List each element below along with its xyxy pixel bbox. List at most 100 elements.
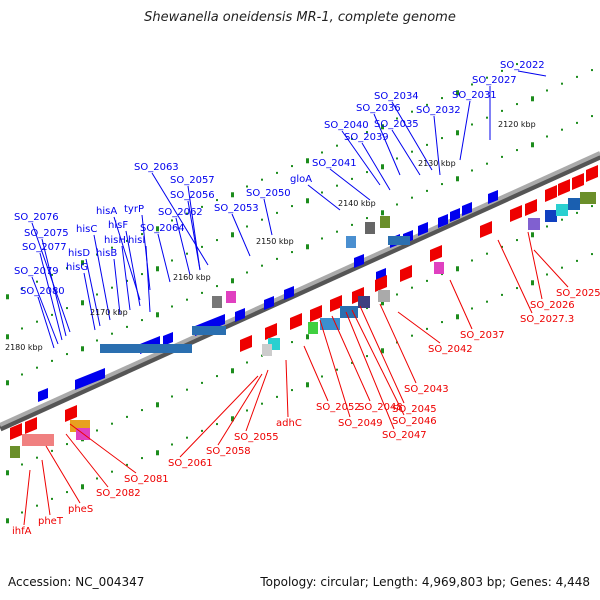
- label-leader: [179, 375, 259, 458]
- track-dot: [546, 89, 548, 92]
- label-leader: [497, 239, 533, 314]
- forward-gene-label: SO_2027: [472, 75, 517, 86]
- track-dot: [531, 142, 534, 148]
- label-leader: [231, 213, 251, 257]
- track-dot: [66, 353, 68, 356]
- label-leader: [517, 70, 547, 77]
- track-dot: [486, 300, 488, 303]
- track-dot: [6, 334, 9, 340]
- track-dot: [96, 339, 98, 342]
- forward-gene-label: hisB: [96, 248, 117, 259]
- label-leader: [397, 311, 441, 344]
- track-dot: [366, 355, 368, 358]
- track-dot: [321, 375, 323, 378]
- track-dot: [51, 273, 53, 276]
- track-dot: [471, 259, 473, 262]
- forward-gene-arrow: [354, 254, 364, 268]
- gene-block: [568, 198, 580, 210]
- track-dot: [21, 327, 23, 330]
- track-dot: [456, 90, 459, 96]
- track-dot: [36, 504, 38, 507]
- track-dot: [501, 69, 503, 72]
- track-dot: [126, 279, 128, 282]
- track-dot: [276, 395, 278, 398]
- reverse-gene-label: SO_2027.3: [520, 314, 574, 325]
- forward-gene-label: SO_2022: [500, 60, 545, 71]
- track-dot: [441, 273, 443, 276]
- track-dot: [81, 300, 84, 306]
- forward-gene-label: SO_2039: [344, 132, 389, 143]
- label-leader: [37, 296, 55, 349]
- track-dot: [381, 348, 384, 354]
- track-dot: [201, 205, 203, 208]
- reverse-gene-label: SO_2026: [530, 300, 575, 311]
- track-dot: [141, 319, 143, 322]
- track-dot: [456, 176, 459, 182]
- track-dot: [321, 191, 323, 194]
- forward-gene-arrow: [264, 296, 274, 310]
- track-dot: [576, 259, 578, 262]
- track-dot: [366, 131, 368, 134]
- track-dot: [306, 334, 309, 340]
- track-dot: [231, 368, 234, 374]
- reverse-gene-label: SO_2037: [460, 330, 505, 341]
- track-dot: [21, 511, 23, 514]
- track-dot: [516, 63, 518, 66]
- reverse-gene-label: SO_2081: [124, 474, 169, 485]
- gene-block: [358, 296, 370, 308]
- track-dot: [366, 307, 368, 310]
- track-dot: [396, 293, 398, 296]
- track-dot: [486, 76, 488, 79]
- track-dot: [81, 346, 84, 352]
- track-dot: [306, 198, 309, 204]
- track-dot: [441, 137, 443, 140]
- track-dot: [441, 97, 443, 100]
- reverse-gene-arrow: [290, 313, 302, 330]
- track-dot: [546, 135, 548, 138]
- axis-line: [0, 151, 600, 427]
- gene-block: [346, 236, 356, 248]
- features: [10, 165, 598, 458]
- label-leader: [45, 445, 81, 504]
- track-dot: [156, 450, 159, 456]
- gene-block: [100, 344, 192, 353]
- reverse-gene-arrow: [240, 335, 252, 352]
- track-dot: [171, 395, 173, 398]
- track-dot: [246, 361, 248, 364]
- reverse-gene-arrow: [430, 245, 442, 262]
- track-dot: [591, 205, 593, 208]
- track-dot: [186, 298, 188, 301]
- track-dot: [486, 162, 488, 165]
- track-dot: [201, 291, 203, 294]
- track-dot: [486, 116, 488, 119]
- track-dot: [351, 361, 353, 364]
- track-dot: [231, 192, 234, 198]
- track-dot: [156, 312, 159, 318]
- gene-block: [308, 322, 318, 334]
- reverse-gene-label: SO_2052: [316, 402, 361, 413]
- track-dot: [216, 199, 218, 202]
- track-dot: [336, 368, 338, 371]
- track-dot: [156, 226, 159, 232]
- label-leader: [157, 233, 171, 283]
- forward-gene-label: SO_2079: [14, 266, 59, 277]
- track-dot: [231, 416, 234, 422]
- track-dot: [126, 415, 128, 418]
- track-dot: [396, 117, 398, 120]
- track-dot: [111, 470, 113, 473]
- forward-gene-label: tyrP: [124, 204, 144, 215]
- forward-gene-arrow: [75, 376, 85, 390]
- label-leader: [23, 469, 31, 526]
- track-dot: [426, 327, 428, 330]
- forward-gene-label: hisA: [96, 206, 117, 217]
- track-dot: [471, 83, 473, 86]
- label-leader: [285, 359, 289, 418]
- label-leader: [391, 129, 421, 176]
- forward-gene-label: hisH: [104, 235, 126, 246]
- reverse-gene-arrow: [525, 199, 537, 216]
- track-dot: [366, 217, 368, 220]
- forward-gene-arrow: [95, 368, 105, 382]
- label-leader: [329, 168, 371, 201]
- label-leader: [303, 345, 329, 402]
- track-dot: [411, 334, 413, 337]
